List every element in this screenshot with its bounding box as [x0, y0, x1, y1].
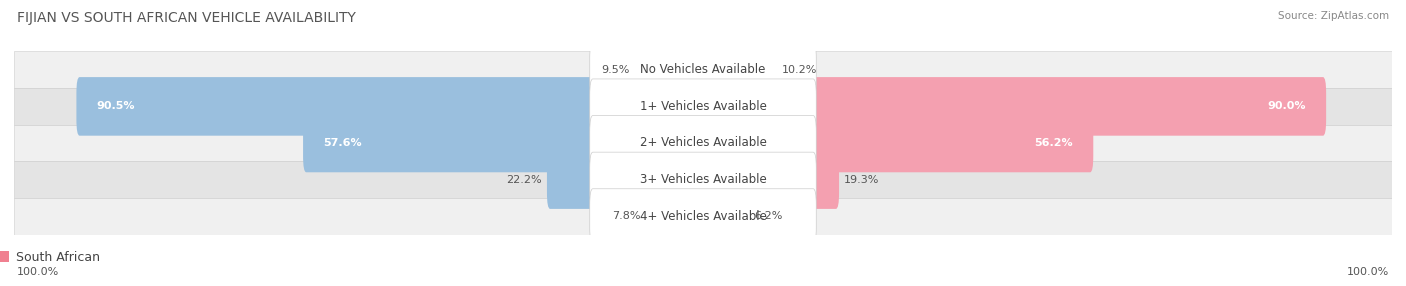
FancyBboxPatch shape	[304, 114, 706, 172]
Text: 57.6%: 57.6%	[323, 138, 361, 148]
FancyBboxPatch shape	[700, 150, 839, 209]
Bar	[14, 125, 1392, 161]
FancyBboxPatch shape	[589, 152, 817, 207]
FancyBboxPatch shape	[547, 150, 706, 209]
Text: 6.2%: 6.2%	[754, 211, 782, 221]
FancyBboxPatch shape	[589, 79, 817, 134]
Text: 7.8%: 7.8%	[613, 211, 641, 221]
FancyBboxPatch shape	[647, 187, 706, 245]
FancyBboxPatch shape	[700, 41, 776, 99]
Bar	[14, 88, 1392, 125]
FancyBboxPatch shape	[634, 41, 706, 99]
FancyBboxPatch shape	[76, 77, 706, 136]
FancyBboxPatch shape	[589, 116, 817, 170]
Legend: Fijian, South African: Fijian, South African	[0, 246, 105, 269]
Text: 90.0%: 90.0%	[1267, 102, 1306, 111]
FancyBboxPatch shape	[589, 189, 817, 244]
Text: 4+ Vehicles Available: 4+ Vehicles Available	[640, 210, 766, 223]
Text: 22.2%: 22.2%	[506, 175, 541, 184]
Bar	[14, 161, 1392, 198]
Text: 56.2%: 56.2%	[1035, 138, 1073, 148]
Text: 9.5%: 9.5%	[600, 65, 630, 75]
Text: 1+ Vehicles Available: 1+ Vehicles Available	[640, 100, 766, 113]
FancyBboxPatch shape	[700, 187, 749, 245]
Text: 2+ Vehicles Available: 2+ Vehicles Available	[640, 136, 766, 150]
Text: No Vehicles Available: No Vehicles Available	[640, 63, 766, 76]
Text: Source: ZipAtlas.com: Source: ZipAtlas.com	[1278, 11, 1389, 21]
Text: 100.0%: 100.0%	[1347, 267, 1389, 277]
Bar	[14, 51, 1392, 88]
Text: 19.3%: 19.3%	[844, 175, 880, 184]
FancyBboxPatch shape	[589, 42, 817, 97]
FancyBboxPatch shape	[700, 114, 1094, 172]
Text: FIJIAN VS SOUTH AFRICAN VEHICLE AVAILABILITY: FIJIAN VS SOUTH AFRICAN VEHICLE AVAILABI…	[17, 11, 356, 25]
FancyBboxPatch shape	[700, 77, 1326, 136]
Text: 90.5%: 90.5%	[97, 102, 135, 111]
Text: 10.2%: 10.2%	[782, 65, 817, 75]
Text: 3+ Vehicles Available: 3+ Vehicles Available	[640, 173, 766, 186]
Bar	[14, 198, 1392, 235]
Text: 100.0%: 100.0%	[17, 267, 59, 277]
